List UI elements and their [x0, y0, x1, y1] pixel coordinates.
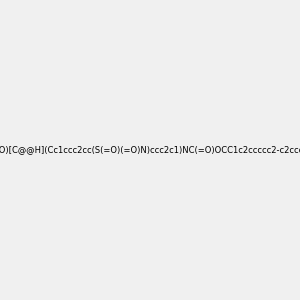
Text: O=C(O)[C@@H](Cc1ccc2cc(S(=O)(=O)N)ccc2c1)NC(=O)OCC1c2ccccc2-c2ccccc21: O=C(O)[C@@H](Cc1ccc2cc(S(=O)(=O)N)ccc2c1… — [0, 146, 300, 154]
